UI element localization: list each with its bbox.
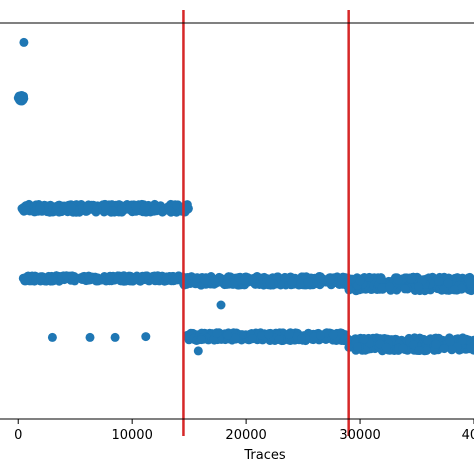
data-point: [90, 204, 100, 214]
data-point: [414, 346, 424, 355]
data-point: [287, 277, 297, 287]
data-point: [67, 271, 77, 281]
data-point: [248, 334, 257, 344]
data-point: [141, 332, 151, 342]
data-point: [17, 94, 27, 104]
data-point: [447, 345, 457, 355]
data-point: [439, 344, 449, 354]
data-point: [393, 275, 403, 285]
data-point: [265, 278, 275, 288]
data-point: [445, 337, 455, 346]
data-point: [20, 275, 30, 285]
data-point: [165, 206, 175, 216]
data-point: [408, 340, 418, 350]
data-point: [48, 275, 58, 285]
data-point: [193, 346, 203, 356]
points-layer: [13, 37, 474, 356]
data-point: [280, 272, 290, 282]
data-point: [316, 330, 325, 340]
data-point: [381, 342, 391, 352]
data-point: [296, 278, 306, 288]
data-point: [105, 271, 115, 281]
data-point: [398, 343, 408, 353]
data-point: [223, 330, 233, 340]
data-point: [36, 273, 46, 283]
data-point: [140, 203, 150, 213]
data-point: [431, 339, 441, 349]
data-point: [47, 332, 57, 342]
data-point: [364, 272, 374, 282]
data-point: [359, 334, 369, 344]
data-point: [355, 276, 365, 286]
data-point: [376, 275, 386, 285]
data-point: [19, 37, 29, 47]
x-axis-label: Traces: [243, 448, 285, 463]
x-tick-label: 20000: [225, 428, 266, 443]
data-point: [315, 273, 325, 283]
data-point: [377, 283, 387, 293]
data-point: [284, 329, 294, 339]
data-point: [129, 274, 139, 284]
data-point: [216, 300, 226, 310]
data-point: [407, 274, 416, 284]
data-point: [192, 273, 202, 283]
data-point: [423, 335, 433, 345]
data-point: [83, 202, 93, 212]
data-point: [240, 275, 249, 285]
data-point: [84, 271, 94, 281]
data-point: [297, 334, 306, 344]
data-point: [131, 201, 141, 211]
data-point: [200, 275, 210, 285]
data-point: [434, 276, 444, 286]
data-point: [385, 282, 395, 291]
data-point: [328, 330, 338, 340]
data-point: [85, 332, 95, 342]
data-point: [443, 278, 453, 288]
data-point: [400, 284, 410, 294]
data-point: [230, 333, 240, 343]
data-point: [457, 283, 466, 293]
data-point: [210, 275, 220, 285]
data-point: [170, 275, 180, 285]
data-point: [196, 335, 206, 345]
data-point: [150, 276, 160, 286]
x-tick-label: 0: [14, 428, 22, 443]
x-tick-label: 400: [462, 428, 474, 443]
x-tick-label: 30000: [339, 428, 380, 443]
data-point: [100, 202, 110, 212]
data-point: [247, 274, 257, 284]
data-point: [59, 203, 69, 213]
data-point: [263, 329, 273, 339]
data-point: [21, 206, 31, 215]
data-point: [118, 271, 128, 281]
data-point: [466, 342, 474, 352]
x-axis-ticks: 0 10000 20000 30000 400: [14, 419, 474, 443]
data-point: [274, 335, 284, 345]
data-point: [449, 285, 459, 295]
data-point: [325, 274, 335, 284]
data-point: [116, 203, 126, 213]
data-point: [150, 204, 160, 214]
x-tick-label: 10000: [111, 428, 152, 443]
data-point: [212, 328, 222, 338]
data-point: [257, 331, 267, 340]
data-point: [66, 203, 76, 213]
data-point: [422, 346, 432, 355]
data-point: [414, 282, 424, 292]
data-point: [110, 332, 120, 342]
data-point: [465, 278, 474, 288]
data-point: [124, 204, 133, 213]
data-point: [108, 206, 118, 216]
data-point: [303, 277, 313, 287]
vertical-lines-layer: [182, 10, 350, 436]
data-point: [35, 203, 45, 213]
data-point: [222, 279, 232, 289]
data-point: [457, 336, 467, 346]
data-point: [157, 206, 167, 216]
data-point: [353, 342, 362, 352]
